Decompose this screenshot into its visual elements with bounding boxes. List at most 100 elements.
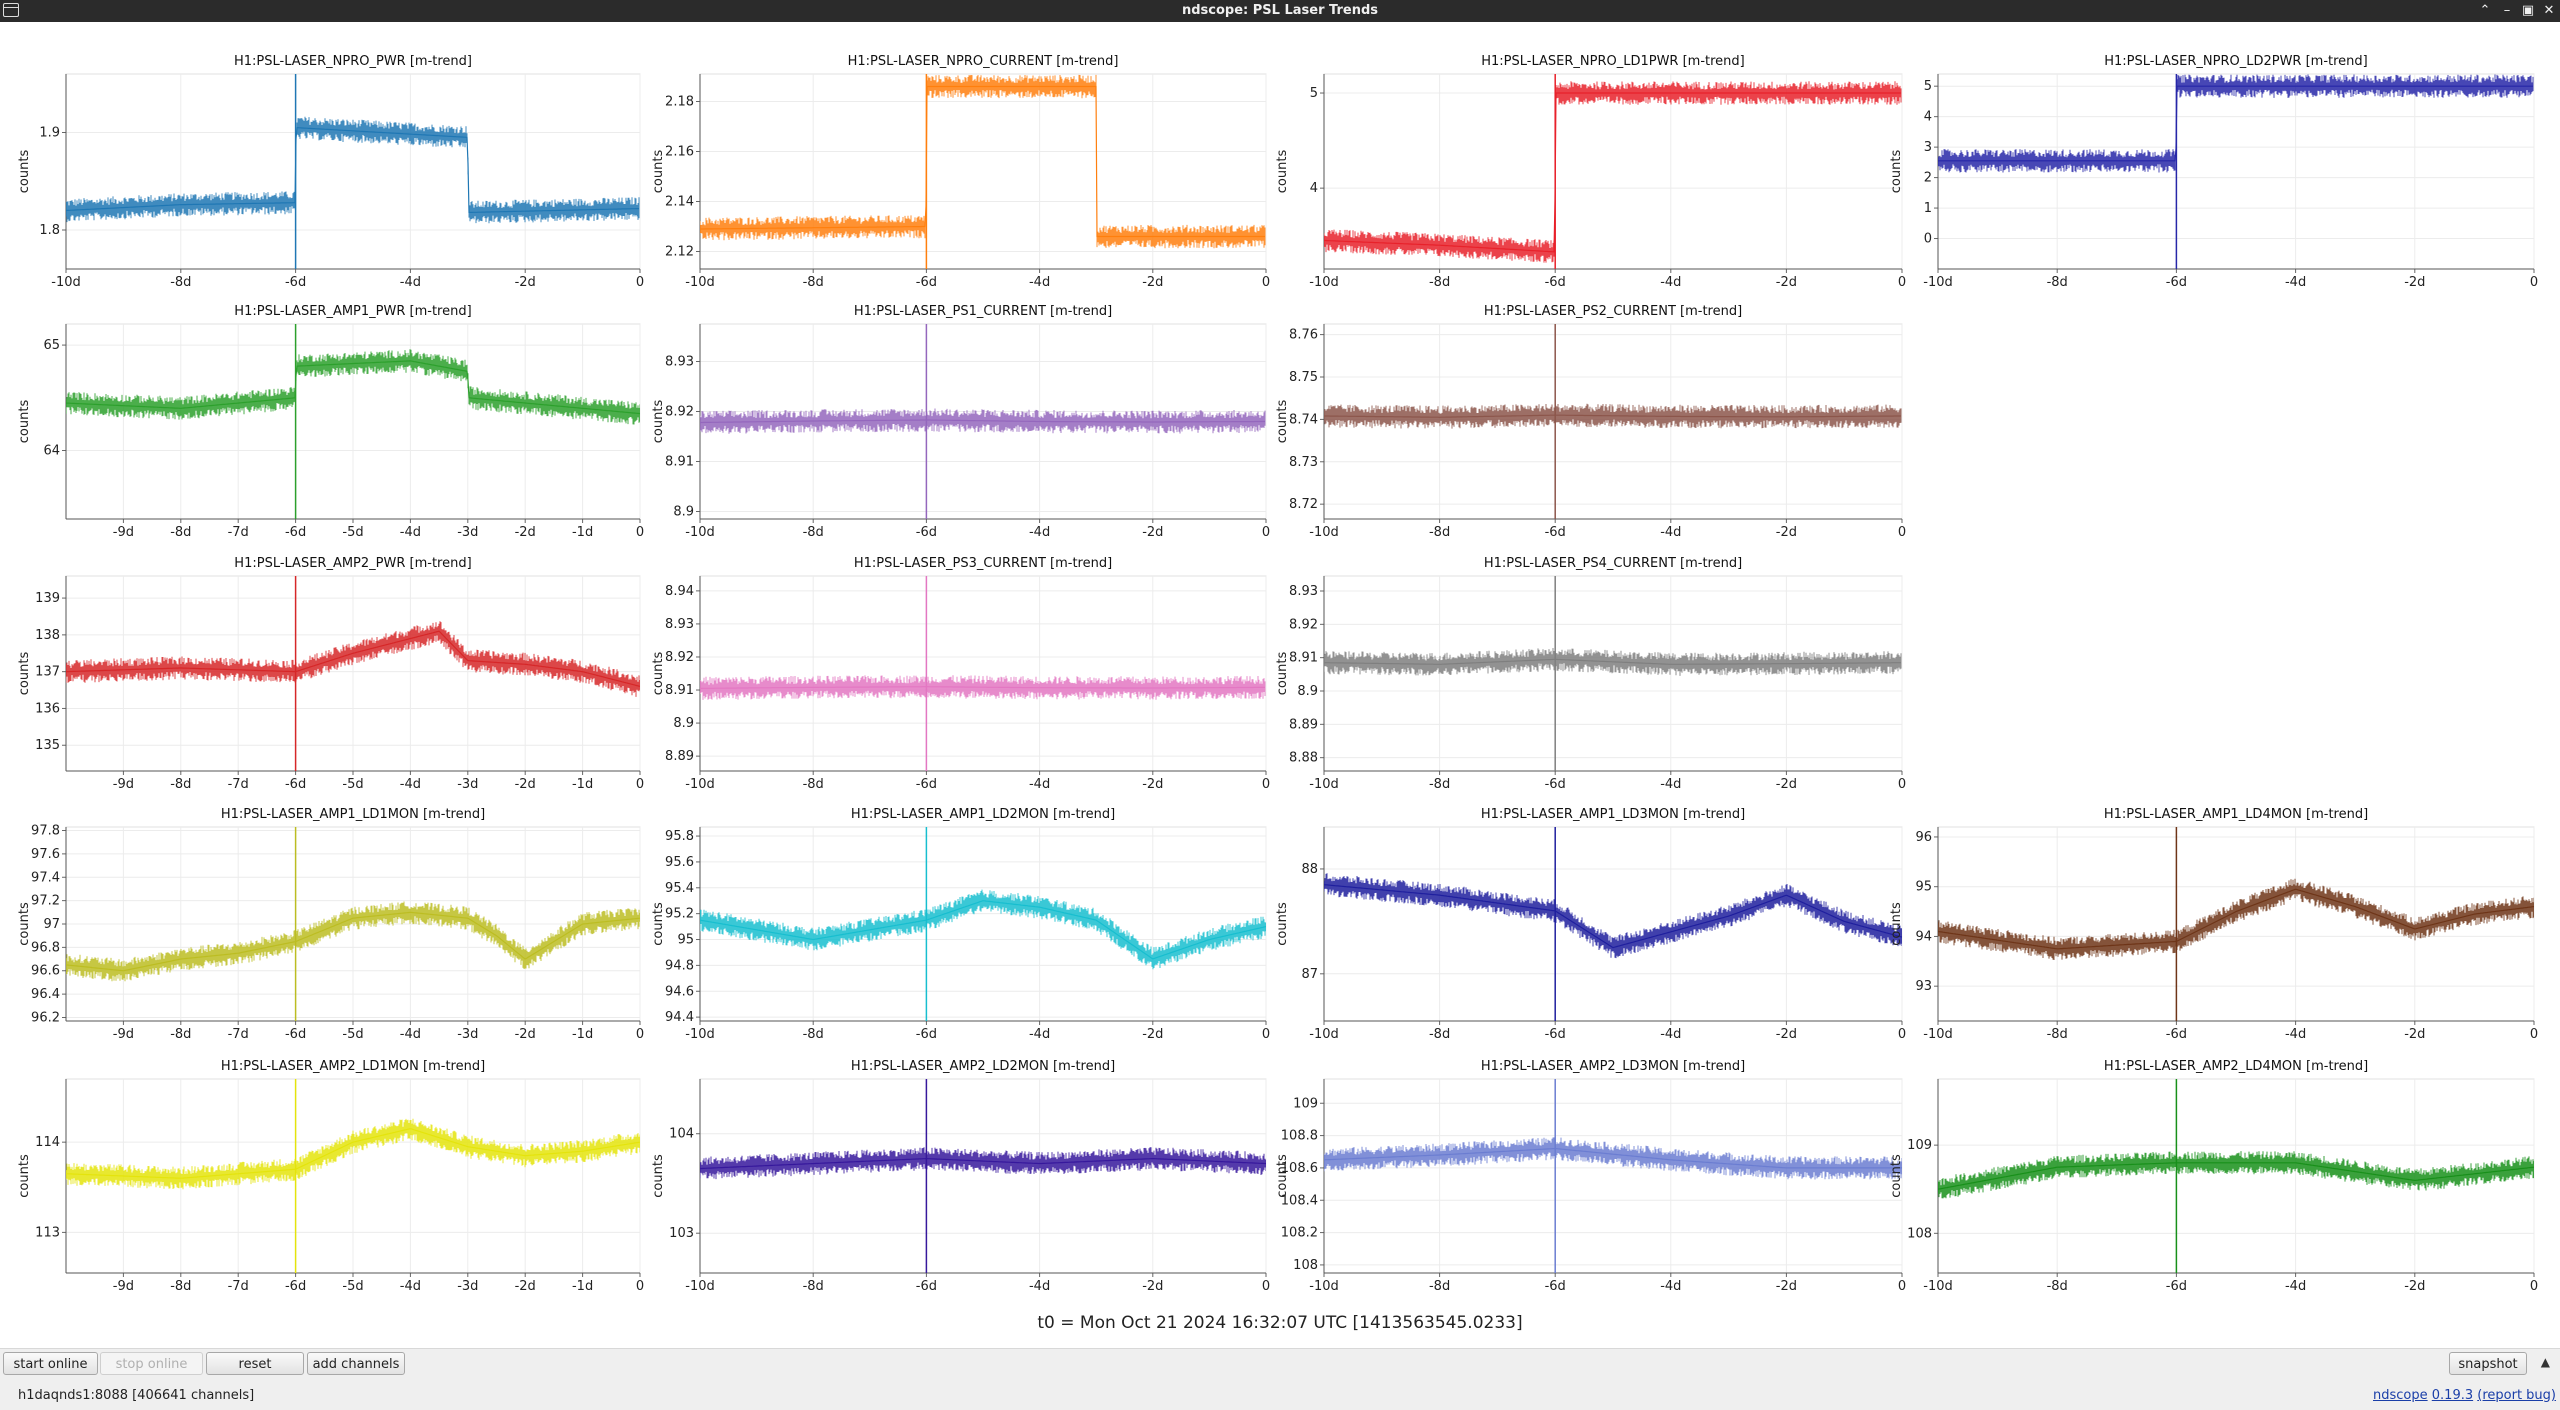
y-axis-label: counts xyxy=(17,400,32,444)
y-axis-label: counts xyxy=(651,150,666,194)
x-tick-label: -9d xyxy=(113,777,134,792)
series-line xyxy=(700,686,1265,690)
x-tick-label: -10d xyxy=(51,275,81,290)
x-tick-label: 0 xyxy=(1898,275,1906,290)
y-axis-label: counts xyxy=(1889,1154,1904,1198)
x-tick-label: -1d xyxy=(572,1279,593,1294)
y-axis-label: counts xyxy=(651,1154,666,1198)
y-tick-label: 0 xyxy=(1924,232,1932,247)
t0-label: t0 = Mon Oct 21 2024 16:32:07 UTC [14135… xyxy=(1037,1313,1523,1333)
plot-grid[interactable]: H1:PSL-LASER_NPRO_PWR [m-trend] 1.8 1.9 -10… xyxy=(0,22,2560,1310)
y-tick-label: 95 xyxy=(677,933,694,948)
series-line xyxy=(1938,85,2533,162)
chart-title: H1:PSL-LASER_NPRO_LD1PWR [m-trend] xyxy=(1481,54,1745,69)
chart-panel: H1:PSL-LASER_NPRO_LD1PWR [m-trend] 4 5 -10d… xyxy=(1275,54,1906,290)
version-link[interactable]: 0.19.3 xyxy=(2431,1388,2474,1403)
y-tick-label: 2.16 xyxy=(665,145,694,160)
x-tick-label: 0 xyxy=(636,525,644,540)
close-icon[interactable]: ✕ xyxy=(2543,3,2555,18)
series-group xyxy=(1938,1079,2534,1273)
x-tick-label: -1d xyxy=(572,777,593,792)
report-bug-link[interactable]: (report bug) xyxy=(2477,1388,2556,1403)
y-tick-label: 4 xyxy=(1310,181,1318,196)
chart-title: H1:PSL-LASER_NPRO_CURRENT [m-trend] xyxy=(848,54,1119,69)
chart-title: H1:PSL-LASER_PS3_CURRENT [m-trend] xyxy=(854,556,1112,571)
plots-canvas[interactable]: H1:PSL-LASER_NPRO_PWR [m-trend] 1.8 1.9 -10… xyxy=(0,22,2560,1310)
y-tick-label: 5 xyxy=(1924,79,1932,94)
y-axis-label: counts xyxy=(1275,652,1290,696)
keep-above-icon[interactable]: ⌃ xyxy=(2479,3,2491,18)
y-tick-label: 93 xyxy=(1915,979,1932,994)
y-tick-label: 103 xyxy=(669,1226,694,1241)
window-title: ndscope: PSL Laser Trends xyxy=(1182,3,1378,18)
snapshot-button[interactable]: snapshot xyxy=(2449,1352,2527,1375)
minimize-icon[interactable]: – xyxy=(2503,3,2511,18)
y-tick-label: 95.4 xyxy=(665,881,694,896)
x-tick-label: -8d xyxy=(1429,1027,1450,1042)
x-tick-label: -4d xyxy=(1029,777,1050,792)
series-line xyxy=(700,85,1265,238)
x-tick-label: -8d xyxy=(170,275,191,290)
series-line xyxy=(66,630,640,687)
add-channels-button[interactable]: add channels xyxy=(307,1352,405,1375)
y-tick-label: 8.88 xyxy=(1289,751,1318,766)
series-line xyxy=(1324,1147,1902,1169)
y-tick-label: 108.4 xyxy=(1281,1193,1318,1208)
x-tick-label: -3d xyxy=(457,1279,478,1294)
y-tick-label: 95 xyxy=(1915,880,1932,895)
ndscope-link[interactable]: ndscope xyxy=(2373,1388,2428,1403)
x-tick-label: -4d xyxy=(1029,1279,1050,1294)
start-online-button[interactable]: start online xyxy=(3,1352,98,1375)
y-tick-label: 96.2 xyxy=(31,1010,60,1025)
y-tick-label: 94.4 xyxy=(665,1010,694,1025)
stop-online-button[interactable]: stop online xyxy=(100,1352,203,1375)
y-tick-label: 8.9 xyxy=(1297,684,1318,699)
series-group xyxy=(1324,324,1902,519)
x-tick-label: -4d xyxy=(400,777,421,792)
series-group xyxy=(700,324,1266,519)
y-axis-label: counts xyxy=(17,150,32,194)
x-tick-label: -4d xyxy=(400,525,421,540)
app-window-icon[interactable] xyxy=(3,3,19,17)
series-group xyxy=(1324,74,1902,269)
x-tick-label: -8d xyxy=(803,525,824,540)
x-tick-label: -6d xyxy=(2166,275,2187,290)
x-tick-label: -8d xyxy=(170,525,191,540)
x-tick-label: -4d xyxy=(1660,777,1681,792)
x-tick-label: -6d xyxy=(2166,1027,2187,1042)
y-axis-label: counts xyxy=(1889,150,1904,194)
x-tick-label: -10d xyxy=(1923,1279,1953,1294)
series-line xyxy=(700,419,1265,424)
x-tick-label: -10d xyxy=(685,1027,715,1042)
y-tick-label: 8.9 xyxy=(673,716,694,731)
series-group xyxy=(66,74,640,269)
x-tick-label: -10d xyxy=(685,525,715,540)
x-tick-label: 0 xyxy=(636,275,644,290)
x-tick-label: -3d xyxy=(457,777,478,792)
x-tick-label: -10d xyxy=(1309,1027,1339,1042)
plot-area xyxy=(699,575,1267,772)
series-line xyxy=(66,1128,640,1179)
y-tick-label: 108.6 xyxy=(1281,1161,1318,1176)
x-tick-label: -2d xyxy=(1142,525,1163,540)
maximize-icon[interactable]: ▣ xyxy=(2521,3,2535,18)
chart-title: H1:PSL-LASER_AMP2_LD2MON [m-trend] xyxy=(851,1059,1115,1074)
x-tick-label: -9d xyxy=(113,1279,134,1294)
x-tick-label: -10d xyxy=(685,275,715,290)
series-group xyxy=(1324,1079,1902,1273)
y-axis-label: counts xyxy=(17,902,32,946)
y-tick-label: 135 xyxy=(35,738,60,753)
y-tick-label: 8.89 xyxy=(665,749,694,764)
chart-title: H1:PSL-LASER_AMP1_LD4MON [m-trend] xyxy=(2104,807,2368,822)
x-tick-label: -4d xyxy=(1660,1279,1681,1294)
reset-button[interactable]: reset xyxy=(206,1352,304,1375)
y-tick-label: 2.14 xyxy=(665,195,694,210)
collapse-arrow-icon[interactable]: ▲ xyxy=(2540,1355,2550,1369)
y-axis-label: counts xyxy=(17,652,32,696)
y-tick-label: 97.6 xyxy=(31,847,60,862)
x-tick-label: -3d xyxy=(457,525,478,540)
x-tick-label: -10d xyxy=(1309,1279,1339,1294)
x-tick-label: 0 xyxy=(1898,525,1906,540)
y-axis-label: counts xyxy=(1275,150,1290,194)
window-titlebar: ndscope: PSL Laser Trends ⌃ – ▣ ✕ xyxy=(0,0,2560,22)
